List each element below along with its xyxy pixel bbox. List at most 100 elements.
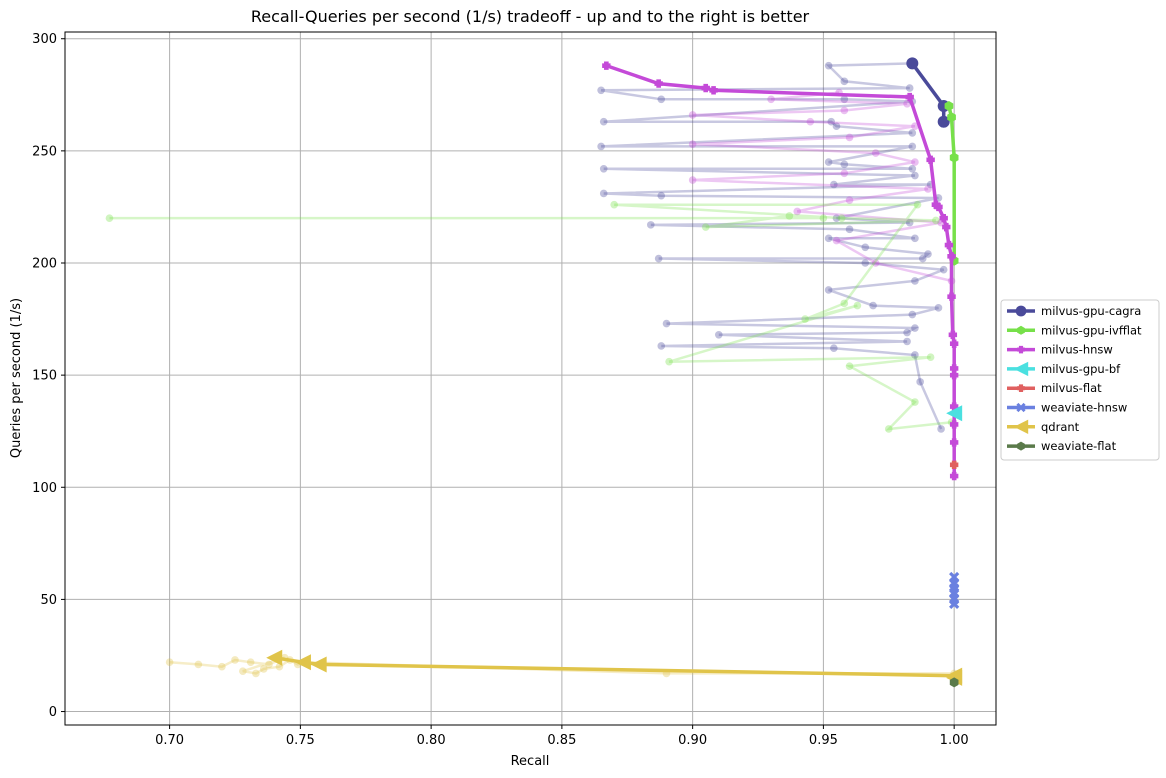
background-trace-point <box>926 353 935 361</box>
background-trace-point <box>597 86 605 95</box>
series-line <box>273 655 956 678</box>
y-tick-label: 0 <box>49 705 57 720</box>
background-trace-point <box>265 660 273 669</box>
background-trace-point <box>871 149 880 157</box>
background-trace-point <box>861 243 870 252</box>
background-trace-point <box>840 77 849 86</box>
data-point <box>939 213 948 223</box>
background-trace-point <box>824 234 833 243</box>
background-trace-point <box>793 207 802 216</box>
background-trace-point <box>905 84 914 92</box>
background-trace-point <box>911 171 919 180</box>
background-trace-point <box>903 99 911 108</box>
legend-marker <box>1015 305 1027 317</box>
data-point <box>949 460 959 470</box>
legend-marker <box>1017 384 1025 392</box>
legend-marker <box>1016 402 1026 413</box>
legend-entry: milvus-gpu-ivfflat <box>1007 323 1142 337</box>
background-trace-point <box>665 357 673 366</box>
background-trace-point <box>845 133 854 142</box>
data-point <box>266 649 283 666</box>
series-milvus-flat <box>949 460 959 470</box>
background-trace-point <box>911 234 919 243</box>
background-trace-point <box>861 259 870 267</box>
background-trace-point <box>701 223 710 231</box>
legend-entry: qdrant <box>1007 419 1080 434</box>
data-point <box>949 471 959 481</box>
background-trace-point <box>806 117 815 126</box>
legend-entry: milvus-gpu-bf <box>1007 361 1121 377</box>
background-trace-point <box>905 218 914 227</box>
background-trace-point <box>924 185 932 193</box>
plot-frame <box>64 31 997 726</box>
background-trace-point <box>840 169 849 178</box>
data-point <box>946 405 963 422</box>
background-traces <box>105 59 958 678</box>
background-trace-line <box>109 203 952 431</box>
background-trace-point <box>239 667 247 675</box>
background-trace-point <box>599 189 608 198</box>
x-axis-label: Recall <box>511 754 550 769</box>
series-milvus-hnsw <box>602 61 959 481</box>
legend-entry: milvus-gpu-cagra <box>1007 304 1141 318</box>
background-trace-point <box>903 337 911 346</box>
data-point <box>948 330 958 339</box>
x-tick-label: 0.95 <box>809 733 838 748</box>
legend-label: milvus-flat <box>1041 381 1102 395</box>
data-point <box>709 86 718 95</box>
data-point <box>949 598 960 610</box>
x-tick-label: 0.80 <box>417 733 446 748</box>
data-point <box>294 654 311 671</box>
x-tick-label: 0.85 <box>547 733 576 748</box>
series-line <box>910 62 946 122</box>
background-trace-point <box>932 216 940 225</box>
background-trace-point <box>916 378 924 386</box>
background-trace-point <box>688 140 697 148</box>
x-tick-label: 1.00 <box>940 733 969 748</box>
legend-entry: weaviate-hnsw <box>1007 401 1127 415</box>
y-tick-label: 50 <box>40 593 57 608</box>
data-point <box>949 438 959 447</box>
data-point <box>949 339 959 348</box>
background-trace-point <box>939 265 948 274</box>
x-tick-label: 0.90 <box>678 733 707 748</box>
background-trace-point <box>105 214 114 222</box>
background-trace-point <box>165 658 174 667</box>
background-trace-point <box>918 254 927 263</box>
background-trace-point <box>903 328 911 337</box>
background-trace-point <box>646 221 655 229</box>
background-trace-point <box>934 304 943 312</box>
data-point <box>654 79 663 88</box>
background-trace-point <box>830 180 838 189</box>
data-point <box>949 420 959 429</box>
legend-marker <box>1017 325 1025 335</box>
background-trace-point <box>231 656 239 664</box>
data-point <box>944 240 954 250</box>
data-point <box>942 222 951 232</box>
background-trace-point <box>871 259 880 267</box>
background-trace-point <box>840 106 849 115</box>
background-trace-point <box>830 344 838 353</box>
data-point <box>701 83 710 93</box>
data-point <box>906 57 919 70</box>
chart-title: Recall-Queries per second (1/s) tradeoff… <box>251 7 810 26</box>
data-point <box>926 155 935 165</box>
data-point <box>949 152 959 163</box>
background-trace-point <box>908 310 917 319</box>
legend-entry: milvus-hnsw <box>1007 343 1113 357</box>
legend-entry: milvus-flat <box>1007 381 1102 395</box>
data-point <box>949 364 959 373</box>
legend-label: qdrant <box>1041 420 1080 434</box>
legend-box <box>1000 299 1160 461</box>
background-trace-point <box>657 191 666 200</box>
x-axis-ticks: 0.70 0.75 0.80 0.85 0.90 0.95 1.00 <box>155 725 969 748</box>
series-qdrant <box>266 649 963 686</box>
background-trace-point <box>259 665 268 673</box>
y-tick-label: 250 <box>32 144 57 159</box>
y-tick-label: 150 <box>32 369 57 384</box>
data-point <box>949 370 959 380</box>
background-trace-point <box>827 117 836 126</box>
background-trace-point <box>911 398 919 406</box>
y-tick-label: 300 <box>32 32 57 47</box>
